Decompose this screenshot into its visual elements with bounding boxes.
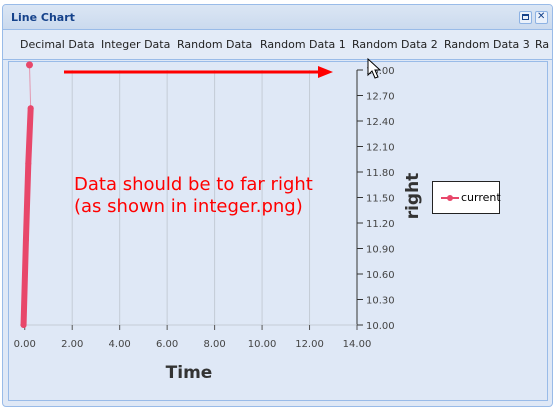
y-tick-label: 13.00 — [366, 66, 395, 77]
legend-label-current: current — [461, 191, 501, 204]
x-tick-label: 0.00 — [14, 339, 36, 350]
data-point — [25, 61, 33, 69]
mouse-cursor-icon — [367, 57, 382, 79]
maximize-icon[interactable] — [519, 11, 532, 24]
annotation-line-1: Data should be to far right — [74, 174, 313, 195]
series-line — [20, 105, 34, 328]
axes — [20, 69, 363, 330]
series-connector — [28, 64, 32, 109]
series-current — [20, 61, 34, 328]
data-point — [22, 237, 29, 243]
close-icon[interactable] — [535, 11, 548, 24]
annotation-line-2: (as shown in integer.png) — [74, 196, 303, 217]
y-tick-label: 11.50 — [366, 194, 395, 205]
y-tick-label: 10.90 — [366, 245, 395, 256]
data-point — [25, 160, 32, 167]
chart-legend: current — [432, 181, 501, 214]
overflow-button[interactable]: Ra — [535, 38, 550, 51]
x-tick-label: 10.00 — [248, 339, 277, 350]
data-toolbar: Decimal Data Integer Data Random Data Ra… — [3, 30, 552, 60]
y-axis-title: right — [403, 173, 423, 220]
decimal-data-button[interactable]: Decimal Data — [20, 38, 95, 51]
window-titlebar[interactable]: Line Chart — [3, 5, 552, 30]
random-data-button[interactable]: Random Data — [177, 38, 253, 51]
y-tick-label: 10.60 — [366, 270, 395, 281]
x-tick-labels: 0.00 2.00 4.00 6.00 8.00 10.00 12.00 14.00 — [14, 339, 372, 350]
x-tick-label: 8.00 — [203, 339, 225, 350]
legend-marker-icon — [441, 195, 459, 201]
x-tick-label: 14.00 — [343, 339, 372, 350]
y-tick-label: 12.10 — [366, 143, 395, 154]
y-tick-label: 11.80 — [366, 168, 395, 179]
x-tick-label: 6.00 — [156, 339, 178, 350]
y-tick-label: 11.20 — [366, 219, 395, 230]
integer-data-button[interactable]: Integer Data — [101, 38, 171, 51]
x-tick-label: 4.00 — [109, 339, 131, 350]
y-tick-labels: 10.00 10.30 10.60 10.90 11.20 11.50 11.80 12.10… — [366, 66, 395, 332]
arrow-head — [318, 66, 333, 78]
x-tick-label: 2.00 — [61, 339, 83, 350]
random-data-3-button[interactable]: Random Data 3 — [444, 38, 530, 51]
data-point — [20, 322, 27, 328]
random-data-1-button[interactable]: Random Data 1 — [260, 38, 346, 51]
chart-panel — [8, 61, 548, 401]
y-tick-label: 10.00 — [366, 321, 395, 332]
grid-lines — [71, 70, 311, 325]
window-title: Line Chart — [11, 11, 75, 24]
x-axis-title: Time — [166, 363, 213, 383]
y-tick-label: 10.30 — [366, 296, 395, 307]
x-tick-label: 12.00 — [295, 339, 324, 350]
annotation-arrow — [64, 66, 333, 78]
y-tick-label: 12.70 — [366, 92, 395, 103]
y-tick-label: 12.40 — [366, 117, 395, 128]
random-data-2-button[interactable]: Random Data 2 — [352, 38, 438, 51]
